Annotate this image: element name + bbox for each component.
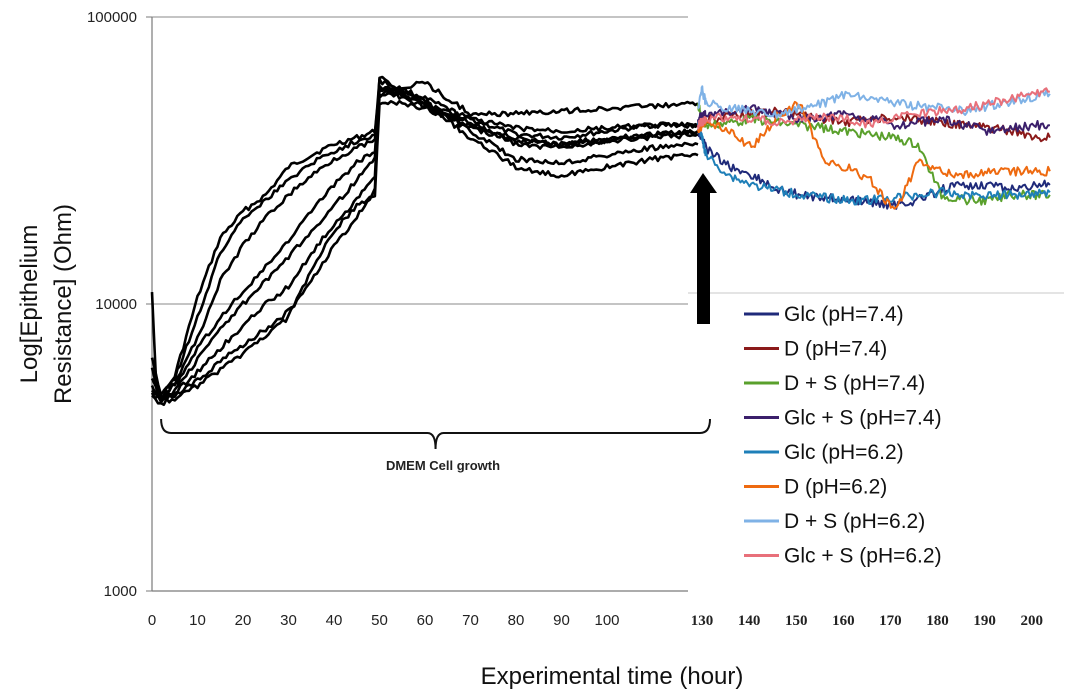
legend-label: D + S (pH=7.4) (784, 372, 925, 395)
x-tick-label: 130 (691, 613, 714, 629)
y-tick-label: 100000 (87, 9, 137, 26)
legend-label: D (pH=7.4) (784, 338, 887, 361)
x-tick-label: 0 (148, 612, 156, 629)
growth-series-line (150, 77, 699, 399)
series-line (697, 104, 1051, 136)
x-tick-label: 80 (508, 612, 525, 629)
arrow-shaft (697, 190, 710, 324)
x-tick-label: 150 (785, 613, 808, 629)
growth-series-line (150, 80, 699, 399)
x-axis-title: Experimental time (hour) (481, 663, 744, 690)
legend-label: D (pH=6.2) (784, 476, 887, 499)
y-tick-label: 1000 (104, 583, 137, 600)
gridlines (152, 16, 1064, 305)
treatment-arrow (690, 173, 717, 324)
growth-series-group (150, 75, 699, 407)
x-tick-label: 30 (280, 612, 297, 629)
series-line (697, 85, 1051, 119)
bracket-label: DMEM Cell growth (386, 458, 500, 473)
legend-label: Glc (pH=7.4) (784, 303, 904, 326)
x-tick-label: 200 (1020, 613, 1043, 629)
legend-label: Glc + S (pH=7.4) (784, 407, 942, 430)
x-tick-label: 10 (189, 612, 206, 629)
x-tick-label: 180 (926, 613, 949, 629)
x-tick-label: 40 (326, 612, 343, 629)
growth-series-line (150, 86, 699, 401)
y-axis-title-line1: Log[Epithelium (16, 225, 43, 384)
growth-series-line (151, 84, 699, 404)
legend-label: D + S (pH=6.2) (784, 510, 925, 533)
x-tick-label: 60 (417, 612, 434, 629)
series-line (697, 103, 1051, 206)
bracket-line (160, 418, 711, 450)
legend-label: Glc (pH=6.2) (784, 441, 904, 464)
x-tick-label: 50 (371, 612, 388, 629)
y-tick-labels: 100000 10000 1000 (87, 9, 152, 600)
growth-series-line (150, 85, 699, 397)
series-line (697, 87, 1051, 130)
series-line (697, 122, 1051, 206)
treatment-series-group (697, 85, 1051, 210)
x-tick-label: 160 (832, 613, 855, 629)
y-tick-label: 10000 (95, 296, 137, 313)
x-tick-label: 70 (462, 612, 479, 629)
growth-series-line (151, 99, 699, 407)
x-tick-labels: 0 10 20 30 40 50 60 70 80 90 100 130 140 150 160 170 180… (148, 612, 1043, 629)
arrow-head (690, 173, 717, 193)
legend-label: Glc + S (pH=6.2) (784, 545, 942, 568)
y-axis-title-line2: Resistance] (Ohm) (50, 204, 77, 404)
x-tick-label: 170 (879, 613, 902, 629)
x-tick-label: 190 (973, 613, 996, 629)
growth-bracket (160, 418, 711, 450)
x-tick-label: 90 (553, 612, 570, 629)
x-tick-label: 100 (594, 612, 619, 629)
x-tick-label: 20 (235, 612, 252, 629)
legend: Glc (pH=7.4) D (pH=7.4) D + S (pH=7.4) Glc … (744, 303, 942, 568)
x-tick-label: 140 (738, 613, 761, 629)
series-line (697, 100, 1051, 210)
